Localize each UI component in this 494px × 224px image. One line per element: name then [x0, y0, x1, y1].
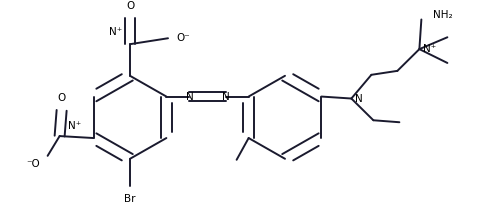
Text: N⁺: N⁺	[109, 27, 122, 37]
Text: Br: Br	[124, 194, 136, 204]
Text: N: N	[355, 94, 363, 103]
Text: NH₂: NH₂	[433, 10, 453, 19]
Text: N⁺: N⁺	[423, 44, 437, 54]
Text: O: O	[57, 93, 66, 103]
Text: N: N	[222, 92, 230, 101]
Text: N: N	[186, 92, 193, 101]
Text: O: O	[126, 1, 134, 11]
Text: N⁺: N⁺	[68, 121, 81, 131]
Text: O⁻: O⁻	[176, 33, 190, 43]
Text: ⁻O: ⁻O	[27, 159, 41, 169]
